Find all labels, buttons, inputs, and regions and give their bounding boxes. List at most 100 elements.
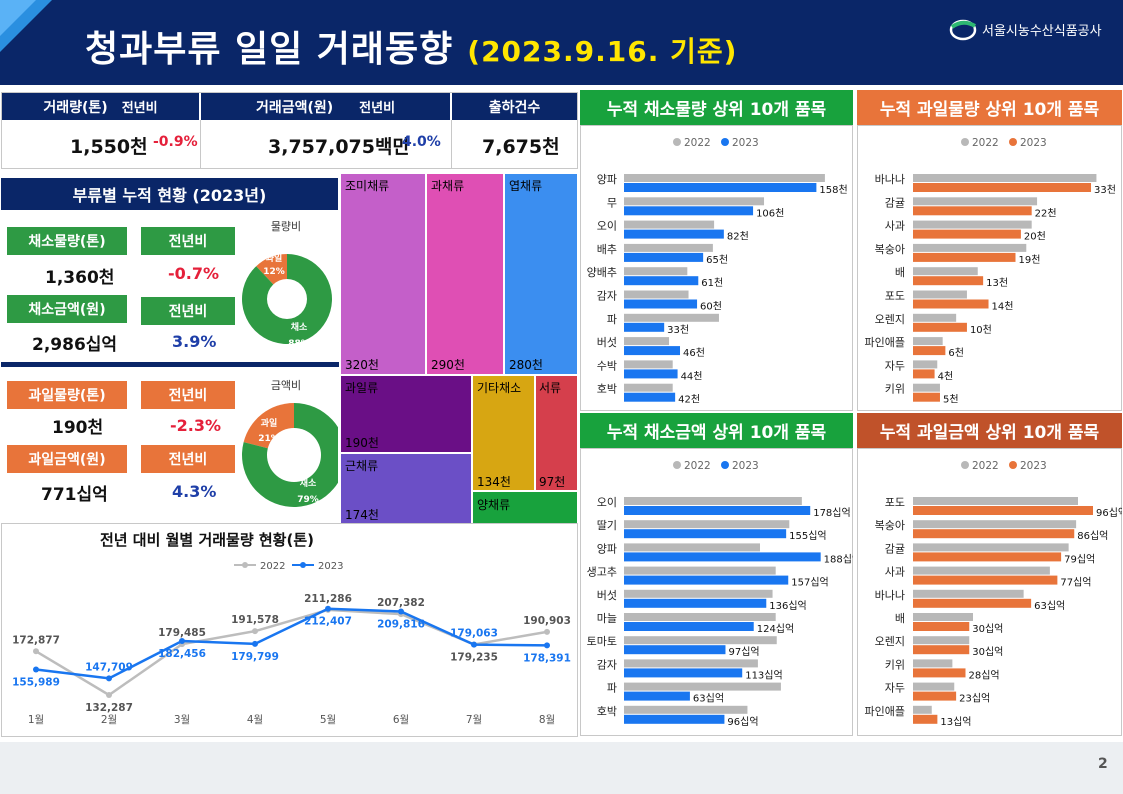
legend-dot-2023 (721, 138, 729, 146)
bar-2022 (624, 589, 773, 598)
bar-2022 (624, 197, 765, 206)
bar-category-label: 배추 (597, 243, 617, 256)
veg-amount-yoy-label: 전년비 (141, 297, 235, 325)
bar-category-label: 배 (895, 612, 905, 625)
line-label-2022-3: 179,485 (158, 627, 206, 639)
line-point-2023-5 (325, 605, 331, 612)
shipments-header: 출하건수 (452, 93, 577, 120)
bar-value-label: 96십억 (1096, 507, 1122, 519)
bar-2023 (624, 183, 817, 192)
line-label-2022-5: 211,286 (304, 593, 352, 605)
bar-2022 (624, 659, 758, 668)
fruit-volume-panel (857, 125, 1122, 411)
bar-2022 (913, 360, 938, 369)
bar-category-label: 호박 (597, 705, 617, 718)
bar-2023 (913, 691, 957, 701)
line-point-2022-8 (544, 628, 550, 635)
veg-volume-yoy: -0.7% (168, 264, 220, 283)
volume-veg-label: 채소 (291, 321, 308, 333)
bar-2022 (913, 613, 973, 621)
bar-category-label: 키위 (885, 383, 905, 396)
bar-2023 (624, 622, 754, 631)
line-label-2023-1: 155,989 (12, 676, 60, 688)
legend-dot-2022 (961, 138, 969, 146)
line-point-2023-3 (179, 637, 185, 644)
volume-veg-pct: 88% (288, 339, 310, 349)
legend-label-2022: 2022 (684, 460, 711, 472)
bar-value-label: 82천 (727, 231, 749, 243)
bar-category-label: 키위 (885, 658, 905, 671)
treemap-cell-jomi: 조미채류 320천 (341, 174, 425, 374)
bar-2022 (913, 290, 967, 299)
bar-category-label: 복숭아 (875, 519, 905, 532)
bar-2023 (913, 622, 970, 631)
line-x-tick-6: 6월 (393, 714, 409, 726)
bar-category-label: 배 (895, 266, 905, 279)
bar-category-label: 사과 (885, 566, 905, 579)
bar-2022 (913, 659, 953, 668)
treemap-value-gwachae: 290천 (431, 357, 465, 372)
monthly-legend: 2022 2023 (234, 561, 343, 572)
monthly-chart-panel (1, 523, 578, 737)
bar-value-label: 155십억 (789, 530, 827, 542)
bar-2022 (624, 566, 776, 575)
bar-category-label: 딸기 (597, 519, 617, 532)
line-label-2023-5: 212,407 (304, 616, 352, 628)
bar-2022 (624, 360, 673, 369)
line-point-2023-8 (544, 642, 550, 649)
line-label-2023-7: 179,063 (450, 628, 498, 640)
bar-category-label: 양배추 (587, 266, 617, 279)
bar-category-label: 오이 (597, 496, 617, 509)
bar-value-label: 10천 (970, 324, 992, 336)
veg-volume-label: 채소물량(톤) (7, 227, 127, 255)
bar-category-label: 버섯 (597, 589, 617, 602)
bar-2023 (913, 183, 1092, 192)
amount-ratio-donut: 금액비 과일 21% 채소 79% (242, 379, 338, 507)
volume-fruit-pct: 12% (263, 267, 285, 277)
bar-2023 (913, 229, 1021, 239)
legend-label-2022: 2022 (972, 460, 999, 472)
bar-category-label: 감귤 (885, 542, 905, 555)
bar-2023 (913, 668, 966, 678)
bar-category-label: 수박 (597, 359, 617, 372)
bar-2023 (913, 346, 946, 356)
amount-label: 거래금액(원) (255, 99, 334, 116)
line-x-tick-2: 2월 (101, 714, 117, 726)
legend-dot-2022 (673, 461, 681, 469)
bar-2023 (913, 392, 940, 402)
treemap-value-yeopchae: 280천 (509, 357, 543, 372)
volume-value: 1,550천 (70, 136, 148, 158)
bar-2023 (624, 206, 754, 216)
page-number: 2 (1098, 756, 1108, 772)
fruit-volume-yoy: -2.3% (170, 416, 222, 435)
bar-legend: 2022 2023 (673, 137, 759, 149)
veg-volume-value: 1,360천 (45, 268, 115, 288)
fruit-volume-yoy-label: 전년비 (141, 381, 235, 409)
bar-2023 (624, 392, 676, 402)
bar-value-label: 44천 (681, 370, 703, 382)
legend-label-2023: 2023 (732, 460, 759, 472)
line-x-tick-3: 3월 (174, 714, 190, 726)
bar-2022 (913, 267, 978, 276)
bar-value-label: 20천 (1024, 231, 1046, 243)
bar-value-label: 106천 (756, 207, 784, 219)
line-label-2022-6: 207,382 (377, 597, 425, 609)
bar-value-label: 46천 (683, 347, 705, 359)
org-logo: 서울시농수산식품공사 (948, 16, 1102, 42)
bar-value-label: 33천 (1094, 184, 1116, 196)
category-treemap: 조미채류 320천 과채류 290천 엽채류 280천 과일류 190천 근채류… (341, 174, 577, 524)
bar-value-label: 77십억 (1060, 577, 1091, 589)
amount-fruit-pct: 21% (258, 434, 280, 444)
legend-label-2023: 2023 (732, 137, 759, 149)
bar-2022 (913, 243, 1027, 252)
header-triangle-highlight (0, 0, 36, 36)
bar-category-label: 사과 (885, 220, 905, 233)
bar-category-label: 오이 (597, 220, 617, 233)
bar-2023 (624, 252, 704, 262)
treemap-label-jomi: 조미채류 (345, 179, 389, 193)
bar-2022 (913, 636, 970, 645)
bar-value-label: 158천 (819, 184, 847, 196)
bar-2023 (624, 346, 681, 356)
veg-volume-top10-title: 누적 채소물량 상위 10개 품목 (580, 90, 853, 125)
